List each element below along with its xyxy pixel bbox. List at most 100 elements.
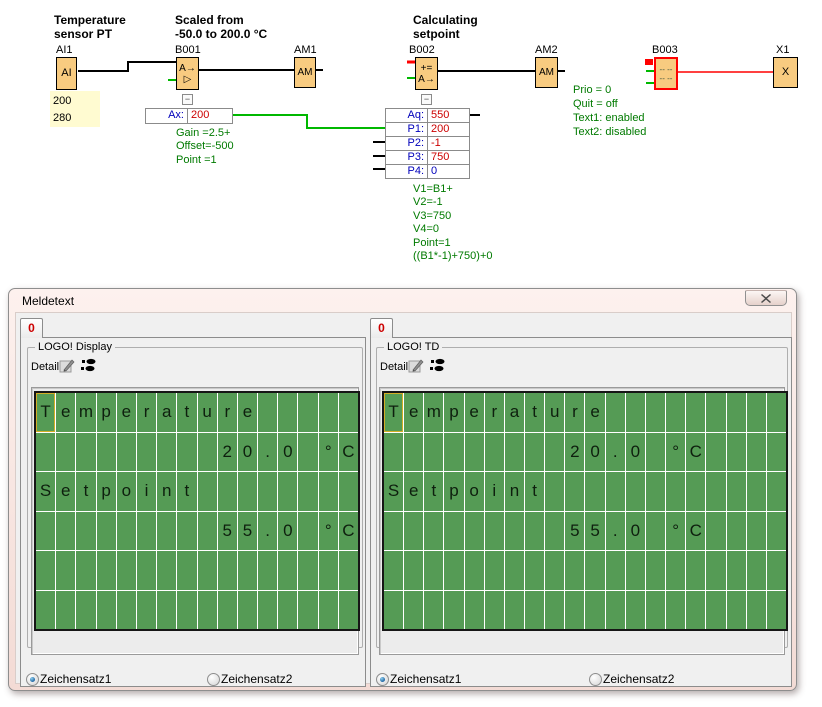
- param-row-p4[interactable]: P4: 0: [386, 164, 469, 178]
- display-cell[interactable]: [626, 551, 645, 590]
- display-cell[interactable]: [97, 591, 116, 630]
- display-cell[interactable]: [56, 512, 75, 551]
- param-value-p3[interactable]: 750: [428, 151, 469, 164]
- display-cell[interactable]: [585, 551, 604, 590]
- display-cell[interactable]: [666, 551, 685, 590]
- display-cell[interactable]: [706, 591, 725, 630]
- param-value-aq[interactable]: 550: [428, 109, 469, 122]
- display-cell[interactable]: [36, 551, 55, 590]
- display-cell[interactable]: [767, 393, 786, 432]
- display-cell[interactable]: e: [56, 393, 75, 432]
- display-cell[interactable]: t: [76, 472, 95, 511]
- display-cell[interactable]: [747, 591, 766, 630]
- b001-ax-value[interactable]: 200: [188, 109, 232, 123]
- display-cell[interactable]: [767, 551, 786, 590]
- display-cell[interactable]: [97, 433, 116, 472]
- display-cell[interactable]: [218, 551, 237, 590]
- display-cell[interactable]: [298, 512, 317, 551]
- display-cell[interactable]: [157, 512, 176, 551]
- display-cell[interactable]: [727, 512, 746, 551]
- display-cell[interactable]: o: [465, 472, 484, 511]
- display-cell[interactable]: [157, 591, 176, 630]
- radio-charset2-label[interactable]: Zeichensatz2: [603, 673, 674, 686]
- radio-charset1-label[interactable]: Zeichensatz1: [390, 673, 461, 686]
- display-cell[interactable]: S: [36, 472, 55, 511]
- display-cell[interactable]: [626, 472, 645, 511]
- display-cell[interactable]: p: [444, 393, 463, 432]
- display-cell[interactable]: [686, 393, 705, 432]
- display-cell[interactable]: [727, 433, 746, 472]
- display-cell[interactable]: [565, 551, 584, 590]
- display-cell[interactable]: [505, 512, 524, 551]
- display-cell[interactable]: [198, 433, 217, 472]
- display-cell[interactable]: [319, 591, 338, 630]
- close-button[interactable]: [745, 290, 787, 306]
- display-cell[interactable]: [606, 591, 625, 630]
- display-cell[interactable]: t: [424, 472, 443, 511]
- display-cell[interactable]: [646, 472, 665, 511]
- display-cell[interactable]: [767, 433, 786, 472]
- radio-charset2[interactable]: [589, 673, 602, 686]
- display-cell[interactable]: .: [606, 512, 625, 551]
- display-cell[interactable]: [76, 512, 95, 551]
- display-cell[interactable]: [767, 472, 786, 511]
- display-cell[interactable]: e: [465, 393, 484, 432]
- display-cell[interactable]: °: [666, 433, 685, 472]
- display-cell[interactable]: [258, 472, 277, 511]
- display-cell[interactable]: [505, 551, 524, 590]
- display-cell[interactable]: T: [384, 393, 403, 432]
- display-cell[interactable]: [747, 393, 766, 432]
- display-cell[interactable]: u: [545, 393, 564, 432]
- display-cell[interactable]: [545, 591, 564, 630]
- display-cell[interactable]: [485, 512, 504, 551]
- display-cell[interactable]: [218, 591, 237, 630]
- display-cell[interactable]: [666, 393, 685, 432]
- tab-0-display[interactable]: 0: [20, 318, 43, 338]
- display-cell[interactable]: [424, 591, 443, 630]
- display-cell[interactable]: [177, 551, 196, 590]
- param-row-p1[interactable]: P1: 200: [386, 122, 469, 136]
- display-cell[interactable]: m: [424, 393, 443, 432]
- display-cell[interactable]: [278, 472, 297, 511]
- marker-b003-input-red[interactable]: [645, 59, 653, 65]
- display-cell[interactable]: [198, 591, 217, 630]
- display-cell[interactable]: C: [686, 512, 705, 551]
- display-cell[interactable]: [505, 591, 524, 630]
- display-cell[interactable]: 0: [278, 512, 297, 551]
- display-cell[interactable]: 5: [585, 512, 604, 551]
- display-cell[interactable]: [198, 512, 217, 551]
- display-cell[interactable]: [626, 393, 645, 432]
- display-cell[interactable]: t: [525, 393, 544, 432]
- display-cell[interactable]: [319, 551, 338, 590]
- display-cell[interactable]: [36, 433, 55, 472]
- display-cell[interactable]: [444, 591, 463, 630]
- display-cell[interactable]: [465, 551, 484, 590]
- wire-green-ax-to-p1[interactable]: [228, 115, 385, 128]
- display-cell[interactable]: [747, 551, 766, 590]
- display-cell[interactable]: [545, 472, 564, 511]
- block-x1-output[interactable]: X: [773, 57, 798, 88]
- display-cell[interactable]: o: [117, 472, 136, 511]
- display-cell[interactable]: [444, 512, 463, 551]
- radio-charset1[interactable]: [376, 673, 389, 686]
- edit-message-icon[interactable]: [59, 357, 76, 374]
- display-cell[interactable]: [585, 472, 604, 511]
- display-cell[interactable]: [137, 591, 156, 630]
- display-cell[interactable]: [404, 591, 423, 630]
- display-cell[interactable]: C: [339, 512, 358, 551]
- display-cell[interactable]: [606, 393, 625, 432]
- block-b002-analog-math[interactable]: += A→: [415, 57, 438, 90]
- display-cell[interactable]: T: [36, 393, 55, 432]
- display-cell[interactable]: [298, 551, 317, 590]
- display-cell[interactable]: e: [404, 472, 423, 511]
- param-row-aq[interactable]: Aq: 550: [386, 109, 469, 122]
- display-cell[interactable]: [626, 591, 645, 630]
- display-cell[interactable]: [298, 433, 317, 472]
- radio-charset2[interactable]: [207, 673, 220, 686]
- wire-ai1-b001[interactable]: [78, 62, 176, 71]
- ticker-footprints-icon[interactable]: [430, 357, 447, 374]
- display-cell[interactable]: [117, 591, 136, 630]
- block-am1-analog-flag[interactable]: AM: [294, 57, 316, 88]
- display-cell[interactable]: [646, 591, 665, 630]
- display-cell[interactable]: [727, 551, 746, 590]
